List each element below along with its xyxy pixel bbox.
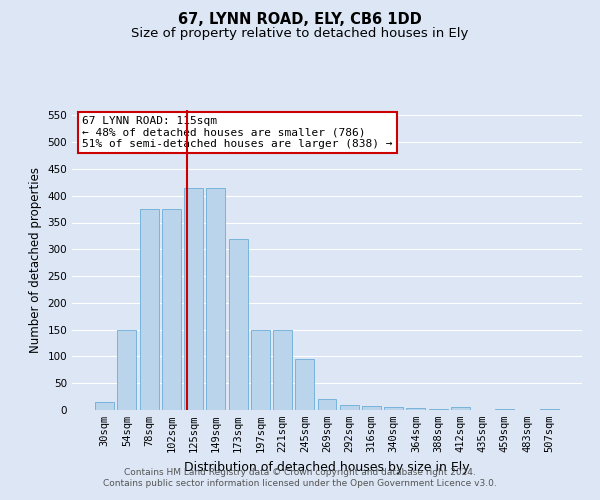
Bar — [184, 188, 203, 410]
Bar — [406, 408, 425, 410]
Bar — [140, 209, 158, 410]
Bar — [229, 238, 248, 410]
Bar — [451, 408, 470, 410]
Bar — [540, 409, 559, 410]
Bar — [496, 409, 514, 410]
Bar — [429, 409, 448, 410]
Bar — [273, 330, 292, 410]
Y-axis label: Number of detached properties: Number of detached properties — [29, 167, 42, 353]
X-axis label: Distribution of detached houses by size in Ely: Distribution of detached houses by size … — [184, 460, 470, 473]
Bar — [251, 330, 270, 410]
Bar — [317, 400, 337, 410]
Bar — [384, 408, 403, 410]
Bar — [162, 209, 181, 410]
Bar — [206, 188, 225, 410]
Bar — [362, 406, 381, 410]
Bar — [295, 359, 314, 410]
Text: 67 LYNN ROAD: 115sqm
← 48% of detached houses are smaller (786)
51% of semi-deta: 67 LYNN ROAD: 115sqm ← 48% of detached h… — [82, 116, 392, 149]
Text: Size of property relative to detached houses in Ely: Size of property relative to detached ho… — [131, 28, 469, 40]
Text: 67, LYNN ROAD, ELY, CB6 1DD: 67, LYNN ROAD, ELY, CB6 1DD — [178, 12, 422, 28]
Bar — [340, 404, 359, 410]
Bar — [118, 330, 136, 410]
Text: Contains HM Land Registry data © Crown copyright and database right 2024.
Contai: Contains HM Land Registry data © Crown c… — [103, 468, 497, 487]
Bar — [95, 402, 114, 410]
